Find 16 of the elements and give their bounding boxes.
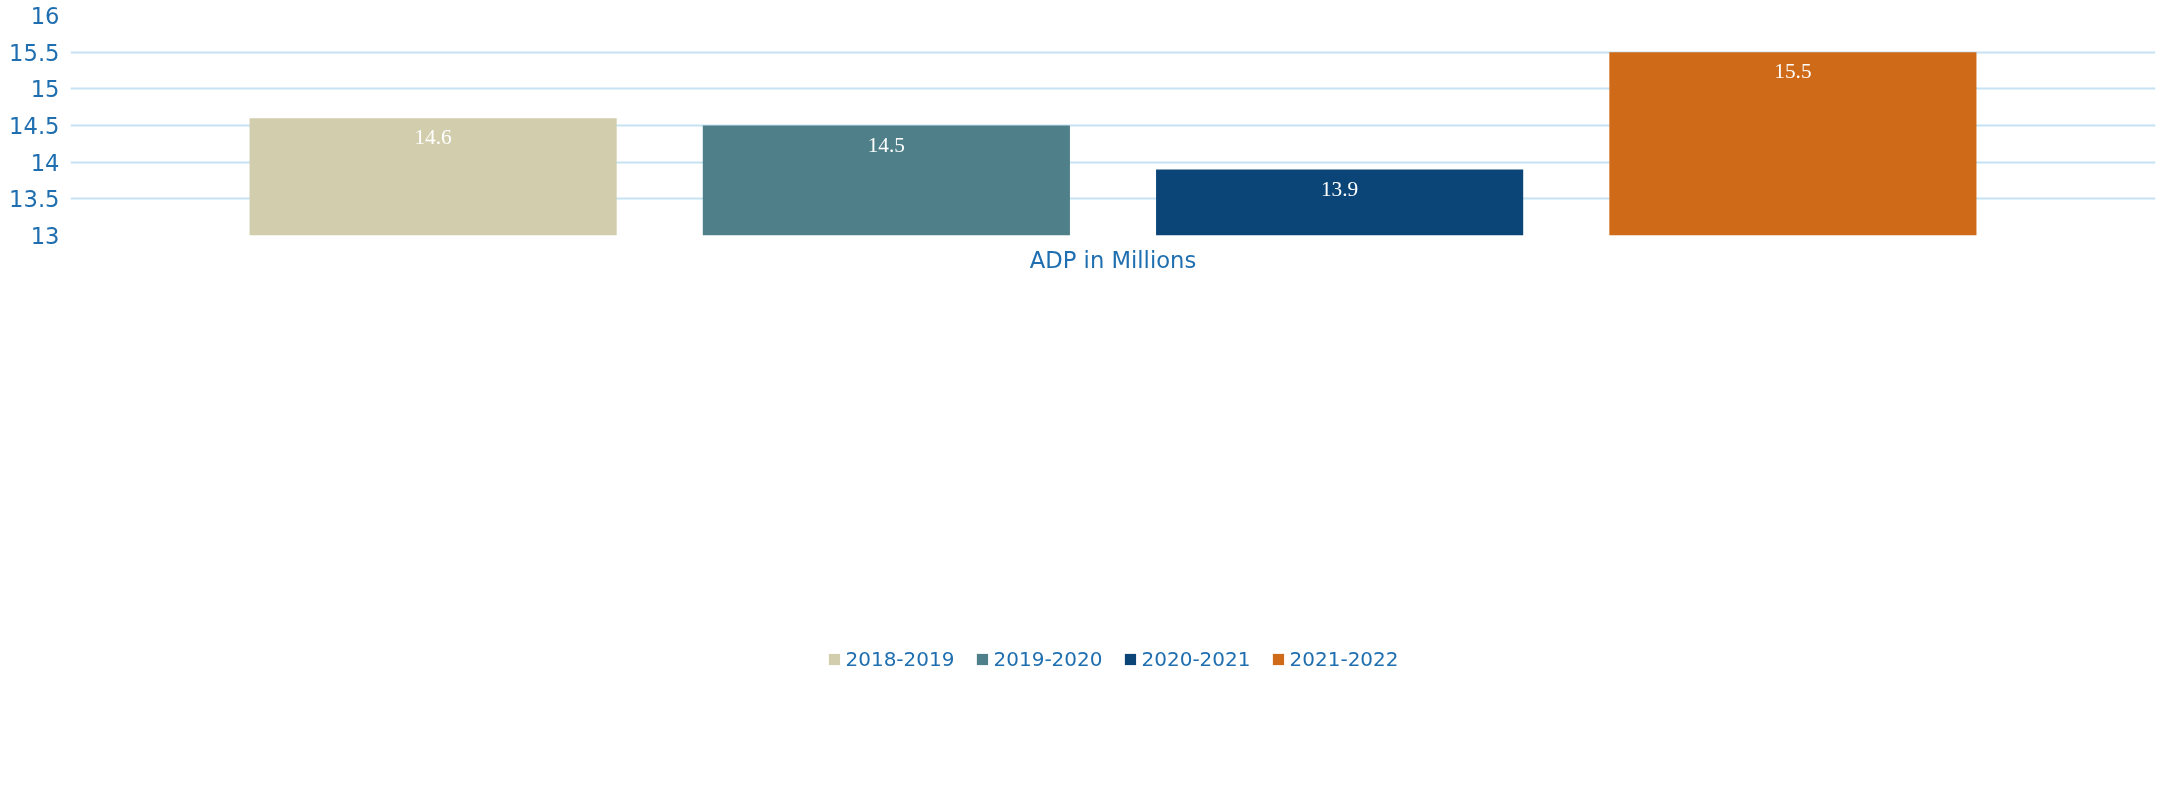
legend-label: 2021-2022 [1289,647,1399,671]
y-tick-label: 13.5 [9,186,60,213]
y-tick-label: 15.5 [9,39,60,66]
y-tick-label: 14 [30,149,60,176]
data-label: 14.6 [414,125,453,150]
y-tick-label: 15 [30,76,60,103]
y-tick-label: 13 [30,223,60,249]
data-label: 13.9 [1320,176,1359,201]
y-tick-label: 14.5 [9,113,60,139]
x-tick-label: ADP in Millions [1029,246,1197,273]
legend-label: 2018-2019 [845,647,955,671]
y-tick-label: 16 [30,3,60,29]
legend-label: 2020-2021 [1141,647,1251,671]
data-label: 15.5 [1774,59,1812,84]
data-label: 14.5 [867,132,906,157]
legend-label: 2019-2020 [993,647,1103,671]
